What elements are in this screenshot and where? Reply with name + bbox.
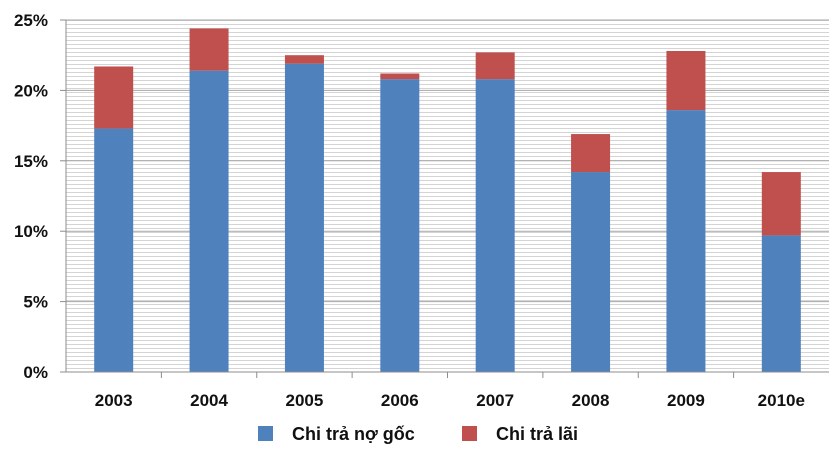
x-tick-label: 2006 — [381, 391, 419, 410]
y-tick-label: 10% — [14, 222, 48, 241]
legend: Chi trả nợ gốc Chi trả lãi — [258, 424, 578, 444]
y-tick-label: 25% — [14, 11, 48, 30]
bar-interest-2004 — [189, 28, 229, 71]
bar-principal-2004 — [189, 70, 229, 373]
bar-interest-2003 — [94, 66, 134, 129]
bar-principal-2006 — [380, 79, 420, 373]
bar-interest-2009 — [666, 50, 706, 111]
x-tick-label: 2005 — [286, 391, 324, 410]
x-tick-label: 2003 — [95, 391, 133, 410]
bar-principal-2003 — [94, 128, 134, 372]
bar-interest-2007 — [475, 52, 515, 80]
x-tick-label: 2007 — [476, 391, 514, 410]
bar-principal-2008 — [571, 172, 611, 372]
legend-label-1: Chi trả lãi — [496, 424, 578, 444]
y-tick-label: 15% — [14, 152, 48, 171]
y-tick-labels: 0% 5% 10% 15% 20% 25% — [14, 11, 48, 382]
bar-principal-2005 — [284, 63, 324, 372]
x-tick-label: 2004 — [190, 391, 228, 410]
bar-principal-2010e — [761, 235, 801, 372]
x-tick-label: 2010e — [758, 391, 805, 410]
plot-background — [66, 20, 829, 372]
bars-group — [94, 28, 801, 373]
x-tick-label: 2009 — [667, 391, 705, 410]
axes — [60, 19, 829, 378]
legend-swatch-0 — [258, 426, 273, 441]
legend-label-0: Chi trả nợ gốc — [292, 424, 415, 444]
bar-interest-2005 — [284, 55, 324, 64]
bar-interest-2010e — [761, 172, 801, 236]
bar-principal-2007 — [475, 79, 515, 373]
legend-swatch-1 — [462, 426, 477, 441]
y-tick-label: 5% — [23, 293, 48, 312]
bar-interest-2008 — [571, 134, 611, 173]
bar-principal-2009 — [666, 110, 706, 372]
x-tick-label: 2008 — [572, 391, 610, 410]
bar-interest-2006 — [380, 73, 420, 80]
x-tick-labels: 2003 2004 2005 2006 2007 2008 2009 2010e — [95, 391, 805, 410]
y-tick-label: 0% — [23, 363, 48, 382]
y-tick-label: 20% — [14, 81, 48, 100]
